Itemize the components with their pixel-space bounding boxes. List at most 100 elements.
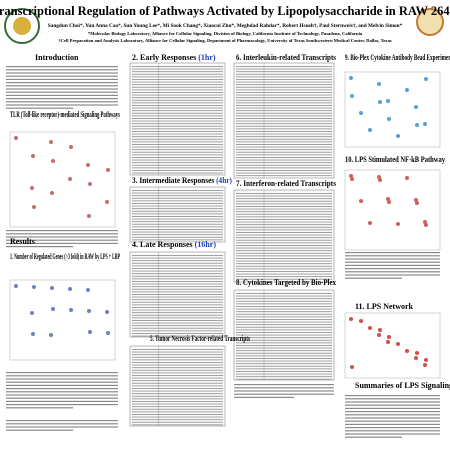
- table-row: [132, 314, 223, 316]
- table-row: [132, 210, 223, 212]
- figure-node: [368, 326, 372, 330]
- text-line: [6, 239, 118, 241]
- table-row: [132, 236, 223, 238]
- table-row: [132, 288, 223, 290]
- figure-node: [387, 117, 391, 121]
- table-row: [132, 133, 223, 135]
- figure-node: [87, 309, 91, 313]
- figure-node: [68, 177, 72, 181]
- text-line: [6, 378, 118, 380]
- table-row: [236, 154, 332, 156]
- table-row: [132, 154, 223, 156]
- table-row: [132, 385, 223, 387]
- table-row: [132, 141, 223, 143]
- table-row: [132, 299, 223, 301]
- table-row: [236, 112, 332, 114]
- table-row: [132, 388, 223, 389]
- table-row: [132, 107, 223, 109]
- text-line: [6, 246, 74, 248]
- table-row: [236, 363, 332, 365]
- table-row: [236, 120, 332, 122]
- figure-node: [386, 340, 390, 344]
- table-row: [132, 73, 223, 75]
- table-row: [132, 367, 223, 369]
- table-row: [132, 291, 223, 293]
- table-row: [132, 406, 223, 408]
- heading-label: 5. Tumor Necrosis Factor-related Transcr…: [150, 334, 250, 343]
- table-row: [132, 411, 223, 413]
- table-row: [132, 115, 223, 117]
- table-row: [236, 339, 332, 341]
- text-line: [345, 274, 440, 276]
- table-row: [132, 229, 223, 230]
- figure-node: [350, 177, 354, 181]
- text-line: [345, 404, 440, 406]
- table-row: [132, 327, 223, 329]
- table-row: [132, 125, 223, 127]
- table-row: [132, 257, 223, 259]
- table-row: [132, 131, 223, 132]
- text-line: [6, 230, 118, 232]
- section-heading: 3. Intermediate Responses(4hr): [132, 176, 232, 185]
- text-line: [6, 420, 118, 422]
- text-line: [6, 404, 118, 406]
- figure-node: [415, 201, 419, 205]
- table-row: [132, 203, 223, 204]
- table-row: [236, 376, 332, 378]
- table-row: [236, 316, 332, 318]
- text-line: [6, 78, 118, 80]
- table-row: [236, 332, 332, 333]
- figure-node: [396, 222, 400, 226]
- table-row: [132, 136, 223, 138]
- text-line: [6, 242, 118, 244]
- table-row: [236, 378, 332, 380]
- table-row: [236, 226, 332, 228]
- table-row: [132, 167, 223, 169]
- table-row: [236, 172, 332, 174]
- text-line: [6, 423, 118, 425]
- table-row: [236, 133, 332, 135]
- figure-node: [105, 310, 109, 314]
- table-row: [236, 89, 332, 91]
- text-line: [345, 427, 440, 429]
- table-row: [236, 247, 332, 249]
- table-row: [236, 313, 332, 315]
- figure-node: [415, 123, 419, 127]
- table-row: [236, 175, 332, 177]
- table-row: [132, 273, 223, 275]
- figure-node: [106, 331, 110, 335]
- text-line: [345, 258, 440, 260]
- table-row: [132, 197, 223, 199]
- figure-node: [396, 342, 400, 346]
- table-row: [236, 308, 332, 310]
- heading-label: Introduction: [35, 53, 79, 62]
- table-row: [236, 198, 332, 200]
- table-row: [236, 146, 332, 148]
- section-heading: 7. Interferon-related Transcripts: [236, 179, 336, 188]
- figure-node: [378, 178, 382, 182]
- table-row: [236, 123, 332, 125]
- text-line: [6, 72, 118, 74]
- text-line: [6, 94, 118, 96]
- table-row: [236, 232, 332, 233]
- table-row: [132, 333, 223, 334]
- table-row: [236, 97, 332, 99]
- heading-label: 9. Bio-Plex Cytokine Antibody Bead Exper…: [345, 53, 450, 62]
- table-row: [236, 66, 332, 67]
- headings: Introduction TLR (Toll-like receptor)-med…: [10, 53, 450, 390]
- heading-label: 8. Cytokines Targeted by Bio-Plex: [236, 278, 336, 287]
- table-row: [236, 263, 332, 265]
- table-row: [236, 350, 332, 352]
- table-row: [132, 94, 223, 96]
- section-heading: Summaries of LPS Signaling: [355, 381, 450, 390]
- section-heading: TLR (Toll-like receptor)-mediated Signal…: [10, 110, 120, 119]
- text-line: [234, 384, 334, 386]
- table-row: [132, 123, 223, 125]
- figure-node: [68, 287, 72, 291]
- table-row: [132, 234, 223, 236]
- figure-node: [414, 356, 418, 360]
- figure-node: [49, 333, 53, 337]
- table-row: [236, 219, 332, 220]
- table-row: [236, 324, 332, 326]
- section-heading: 11. LPS Network: [355, 302, 414, 311]
